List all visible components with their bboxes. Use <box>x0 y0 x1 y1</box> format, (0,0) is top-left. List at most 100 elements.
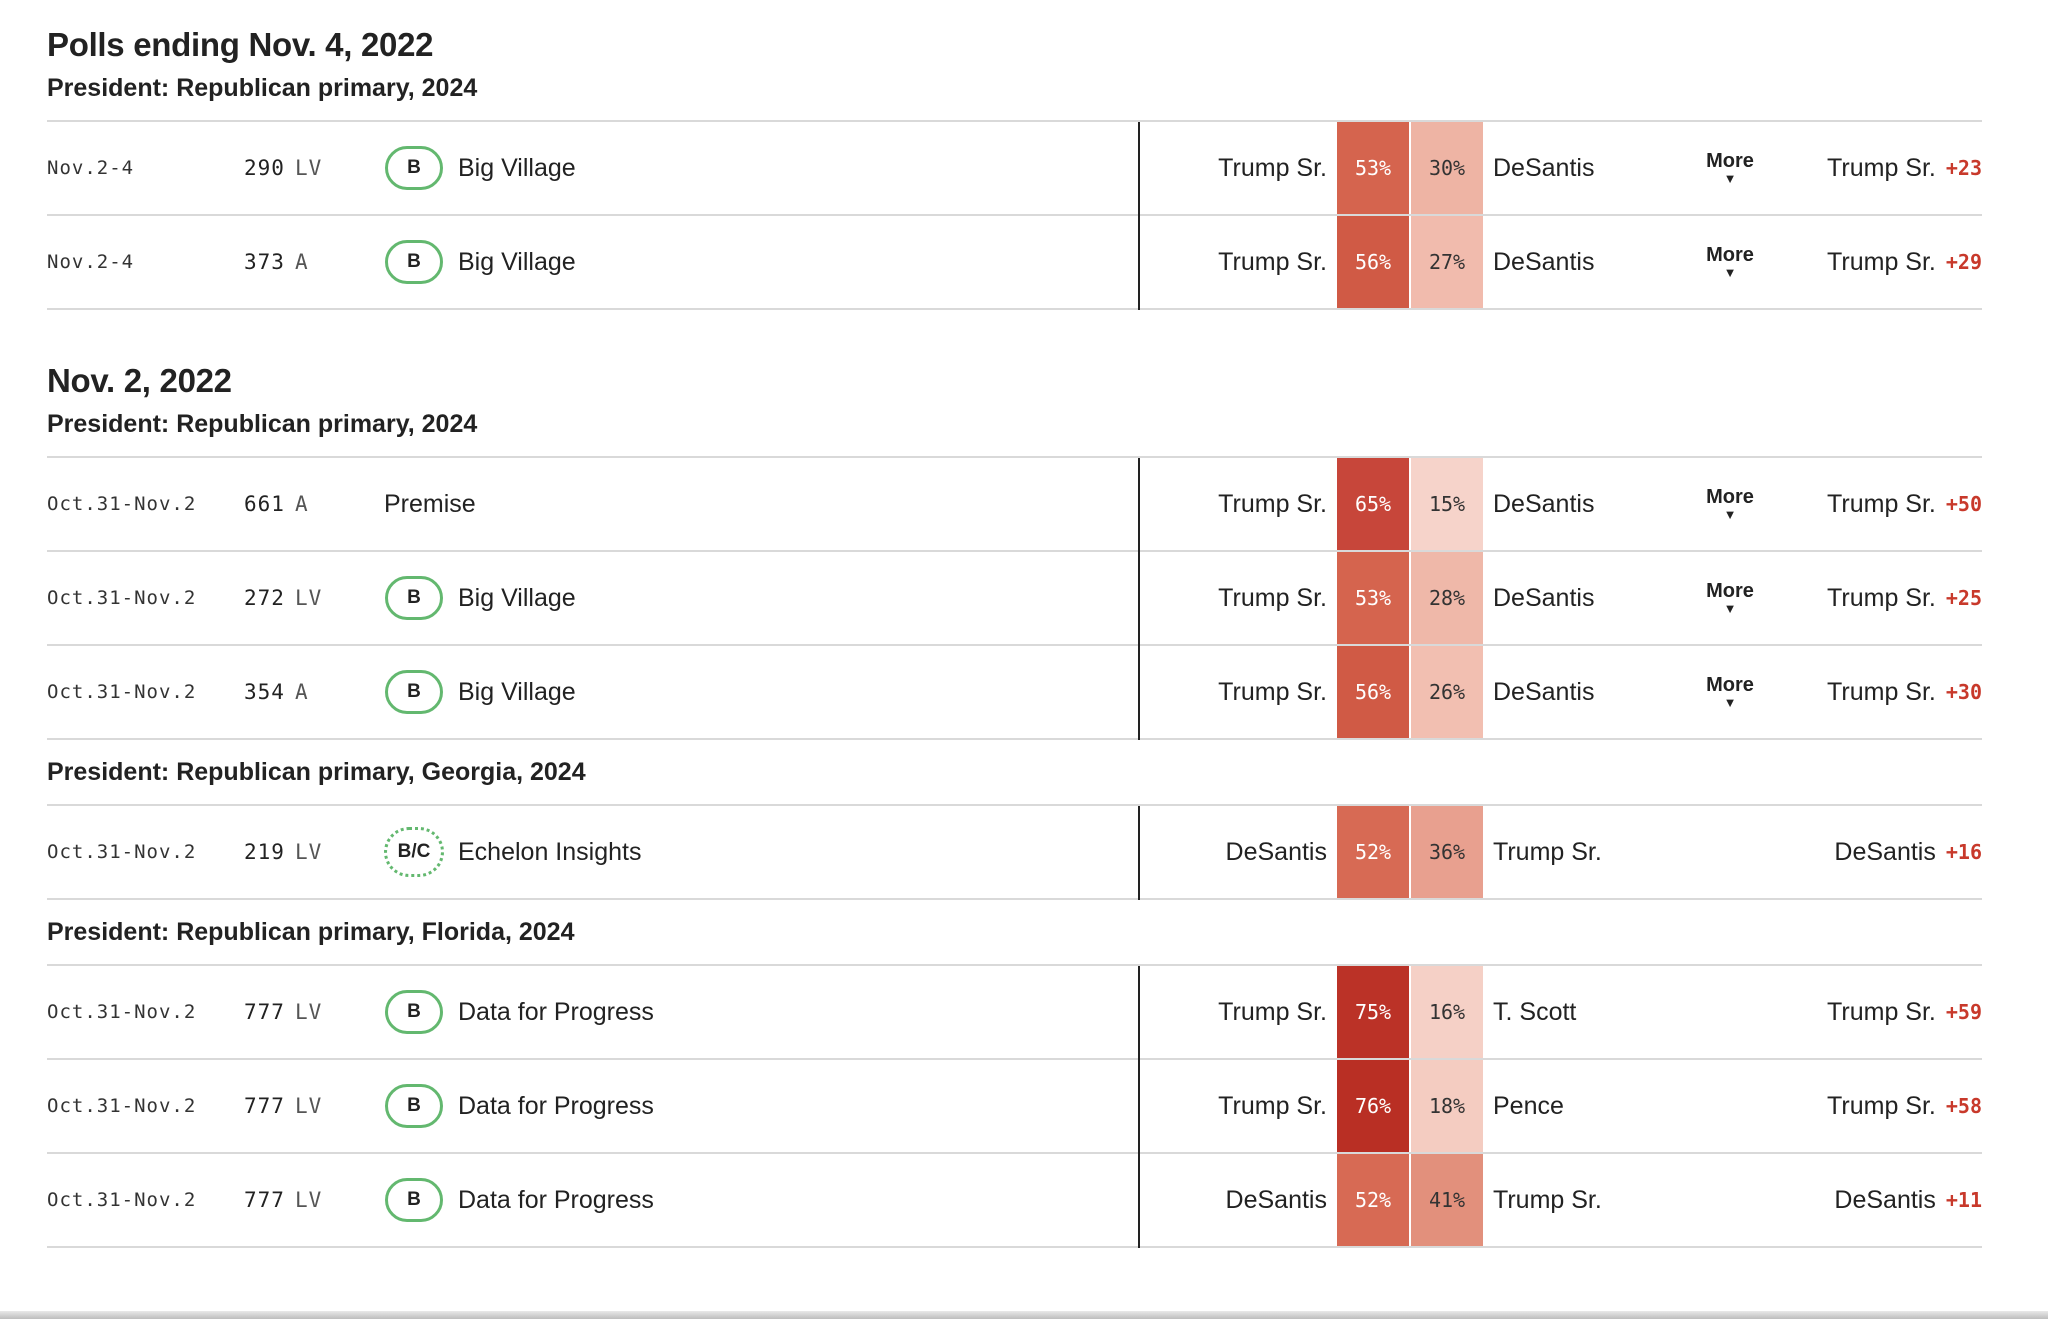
sample-size: 777 LV <box>244 1154 322 1246</box>
candidate-b: DeSantis <box>1493 489 1595 518</box>
net-margin: +16 <box>1945 840 1982 864</box>
net-margin: +23 <box>1945 156 1982 180</box>
caret-down-icon[interactable]: ▼ <box>1723 695 1737 710</box>
grade-badge[interactable]: B <box>385 990 443 1034</box>
pollster-grade[interactable]: B <box>384 966 444 1058</box>
poll-row[interactable]: Oct.31-Nov.2 219 LV B/C Echelon Insights DeSa… <box>47 806 1982 900</box>
poll-row[interactable]: Oct.31-Nov.2 777 LV B Data for Progress Trump… <box>47 1060 1982 1154</box>
sample-count: 354 <box>244 680 285 704</box>
more-button[interactable]: More ▼ <box>1700 552 1760 644</box>
net-leader: Trump Sr. <box>1827 489 1936 518</box>
poll-date-section: Polls ending Nov. 4, 2022 President: Repu… <box>47 22 1982 310</box>
sample-count: 272 <box>244 586 285 610</box>
candidate-a-percent: 52% <box>1337 806 1409 898</box>
net-result: DeSantis +16 <box>1834 806 1982 898</box>
poll-row[interactable]: Nov.2-4 373 A B Big Village Trump Sr. 56% 27% De… <box>47 216 1982 310</box>
caret-down-icon[interactable]: ▼ <box>1723 601 1737 616</box>
candidate-a-percent: 53% <box>1337 122 1409 214</box>
pollster-name[interactable]: Big Village <box>458 677 576 706</box>
pollster-name[interactable]: Big Village <box>458 583 576 612</box>
more-label[interactable]: More <box>1706 150 1754 172</box>
polls-list: Polls ending Nov. 4, 2022 President: Repu… <box>47 22 1982 1248</box>
sample-size: 373 A <box>244 216 309 308</box>
pollster-name[interactable]: Data for Progress <box>458 997 654 1026</box>
poll-dates: Oct.31-Nov.2 <box>47 1001 197 1023</box>
pollster-grade[interactable]: B/C <box>384 806 444 898</box>
pollster-grade[interactable]: B <box>384 1154 444 1246</box>
more-label[interactable]: More <box>1706 486 1754 508</box>
net-margin: +29 <box>1945 250 1982 274</box>
caret-down-icon[interactable]: ▼ <box>1723 507 1737 522</box>
pollster-name[interactable]: Data for Progress <box>458 1091 654 1120</box>
grade-badge[interactable]: B <box>385 240 443 284</box>
pollster-grade[interactable]: B <box>384 216 444 308</box>
population-type: LV <box>294 840 323 864</box>
caret-down-icon[interactable]: ▼ <box>1723 265 1737 280</box>
pollster-name[interactable]: Big Village <box>458 153 576 182</box>
candidate-a: DeSantis <box>1225 837 1327 866</box>
more-button[interactable]: More ▼ <box>1700 216 1760 308</box>
sample-size: 219 LV <box>244 806 322 898</box>
sample-count: 777 <box>244 1000 285 1024</box>
polls-page: Polls ending Nov. 4, 2022 President: Repu… <box>47 0 1982 1248</box>
net-leader: DeSantis <box>1834 837 1936 866</box>
more-label[interactable]: More <box>1706 674 1754 696</box>
grade-badge[interactable]: B <box>385 1084 443 1128</box>
net-leader: DeSantis <box>1834 1185 1936 1214</box>
grade-badge[interactable]: B <box>385 146 443 190</box>
sample-count: 373 <box>244 250 285 274</box>
poll-row[interactable]: Nov.2-4 290 LV B Big Village Trump Sr. 53% 30% D… <box>47 122 1982 216</box>
poll-dates: Nov.2-4 <box>47 157 135 179</box>
pollster-name[interactable]: Echelon Insights <box>458 837 642 866</box>
poll-dates: Nov.2-4 <box>47 251 135 273</box>
grade-badge[interactable]: B <box>385 576 443 620</box>
more-button[interactable]: More ▼ <box>1700 458 1760 550</box>
net-margin: +50 <box>1945 492 1982 516</box>
candidate-b-percent: 18% <box>1411 1060 1483 1152</box>
poll-dates: Oct.31-Nov.2 <box>47 493 197 515</box>
pollster-grade[interactable]: B <box>384 552 444 644</box>
more-label[interactable]: More <box>1706 580 1754 602</box>
candidate-b: Pence <box>1493 1091 1564 1120</box>
poll-row[interactable]: Oct.31-Nov.2 777 LV B Data for Progress Trump… <box>47 966 1982 1060</box>
pollster-name[interactable]: Premise <box>384 489 476 518</box>
net-leader: Trump Sr. <box>1827 153 1936 182</box>
sample-count: 219 <box>244 840 285 864</box>
poll-row[interactable]: Oct.31-Nov.2 777 LV B Data for Progress DeSan… <box>47 1154 1982 1248</box>
candidate-b-percent: 28% <box>1411 552 1483 644</box>
more-button[interactable]: More ▼ <box>1700 122 1760 214</box>
pollster-name[interactable]: Data for Progress <box>458 1185 654 1214</box>
net-margin: +58 <box>1945 1094 1982 1118</box>
grade-badge[interactable]: B <box>385 1178 443 1222</box>
net-result: Trump Sr. +58 <box>1827 1060 1982 1152</box>
candidate-a-percent: 52% <box>1337 1154 1409 1246</box>
pollster-name[interactable]: Big Village <box>458 247 576 276</box>
sample-count: 777 <box>244 1094 285 1118</box>
more-label[interactable]: More <box>1706 244 1754 266</box>
caret-down-icon[interactable]: ▼ <box>1723 171 1737 186</box>
poll-row[interactable]: Oct.31-Nov.2 272 LV B Big Village Trump Sr. 53… <box>47 552 1982 646</box>
net-margin: +30 <box>1945 680 1982 704</box>
net-margin: +11 <box>1945 1188 1982 1212</box>
population-type: LV <box>294 1000 323 1024</box>
net-leader: Trump Sr. <box>1827 997 1936 1026</box>
candidate-a: Trump Sr. <box>1218 1091 1327 1120</box>
poll-row[interactable]: Oct.31-Nov.2 354 A B Big Village Trump Sr. 56%… <box>47 646 1982 740</box>
population-type: A <box>294 492 309 516</box>
candidate-a: DeSantis <box>1225 1185 1327 1214</box>
more-button[interactable]: More ▼ <box>1700 646 1760 738</box>
poll-row[interactable]: Oct.31-Nov.2 661 A Premise Trump Sr. 65% 15% De… <box>47 458 1982 552</box>
candidate-b-percent: 27% <box>1411 216 1483 308</box>
net-result: Trump Sr. +29 <box>1827 216 1982 308</box>
candidate-b-percent: 15% <box>1411 458 1483 550</box>
pollster-grade[interactable]: B <box>384 646 444 738</box>
candidate-b: Trump Sr. <box>1493 837 1602 866</box>
pollster-grade[interactable]: B <box>384 1060 444 1152</box>
candidate-b-percent: 36% <box>1411 806 1483 898</box>
grade-badge[interactable]: B/C <box>384 827 444 877</box>
pollster-grade[interactable]: B <box>384 122 444 214</box>
grade-badge[interactable]: B <box>385 670 443 714</box>
population-type: LV <box>294 1188 323 1212</box>
net-margin: +59 <box>1945 1000 1982 1024</box>
candidate-b-percent: 41% <box>1411 1154 1483 1246</box>
